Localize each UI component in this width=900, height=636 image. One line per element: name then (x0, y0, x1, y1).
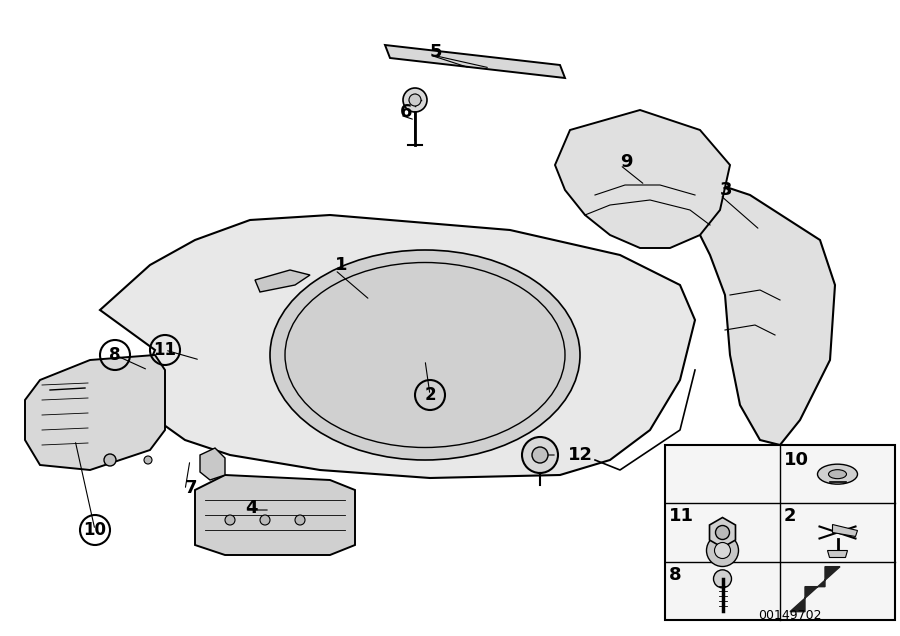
Bar (336, 445, 364, 455)
Circle shape (409, 94, 421, 106)
Bar (665, 445, 895, 620)
Polygon shape (385, 45, 565, 78)
Text: 11: 11 (154, 341, 176, 359)
Text: 2: 2 (424, 386, 436, 404)
Circle shape (522, 437, 558, 473)
Polygon shape (555, 110, 730, 248)
Circle shape (295, 515, 305, 525)
Text: 8: 8 (669, 565, 681, 584)
Text: 7: 7 (185, 479, 197, 497)
Polygon shape (25, 355, 165, 470)
Bar (465, 441, 494, 454)
Text: 4: 4 (245, 499, 257, 517)
Text: 8: 8 (109, 346, 121, 364)
Ellipse shape (270, 250, 580, 460)
Circle shape (706, 534, 739, 567)
Circle shape (716, 525, 730, 539)
Text: 11: 11 (669, 508, 694, 525)
Text: 00149702: 00149702 (758, 609, 822, 622)
Circle shape (260, 515, 270, 525)
Text: 2: 2 (784, 508, 796, 525)
Text: 10: 10 (784, 451, 809, 469)
Bar (565, 413, 595, 427)
Circle shape (225, 515, 235, 525)
Text: 3: 3 (720, 181, 733, 199)
Text: 12: 12 (568, 446, 593, 464)
Bar (240, 408, 269, 422)
Circle shape (144, 456, 152, 464)
Polygon shape (832, 525, 858, 537)
Circle shape (403, 88, 427, 112)
Polygon shape (100, 215, 695, 478)
Ellipse shape (817, 464, 858, 484)
Polygon shape (685, 175, 835, 445)
Polygon shape (790, 567, 840, 612)
Bar (211, 363, 239, 378)
Text: 9: 9 (620, 153, 633, 171)
Polygon shape (709, 518, 735, 548)
Polygon shape (255, 270, 310, 292)
Text: 10: 10 (84, 521, 106, 539)
Circle shape (532, 447, 548, 463)
Polygon shape (827, 551, 848, 558)
Circle shape (714, 570, 732, 588)
Circle shape (104, 454, 116, 466)
Polygon shape (200, 448, 225, 480)
Text: 6: 6 (400, 103, 412, 121)
Polygon shape (195, 475, 355, 555)
Circle shape (715, 543, 731, 558)
Text: 5: 5 (430, 43, 443, 61)
Bar (606, 363, 634, 378)
Text: 1: 1 (335, 256, 347, 274)
Ellipse shape (829, 469, 847, 479)
